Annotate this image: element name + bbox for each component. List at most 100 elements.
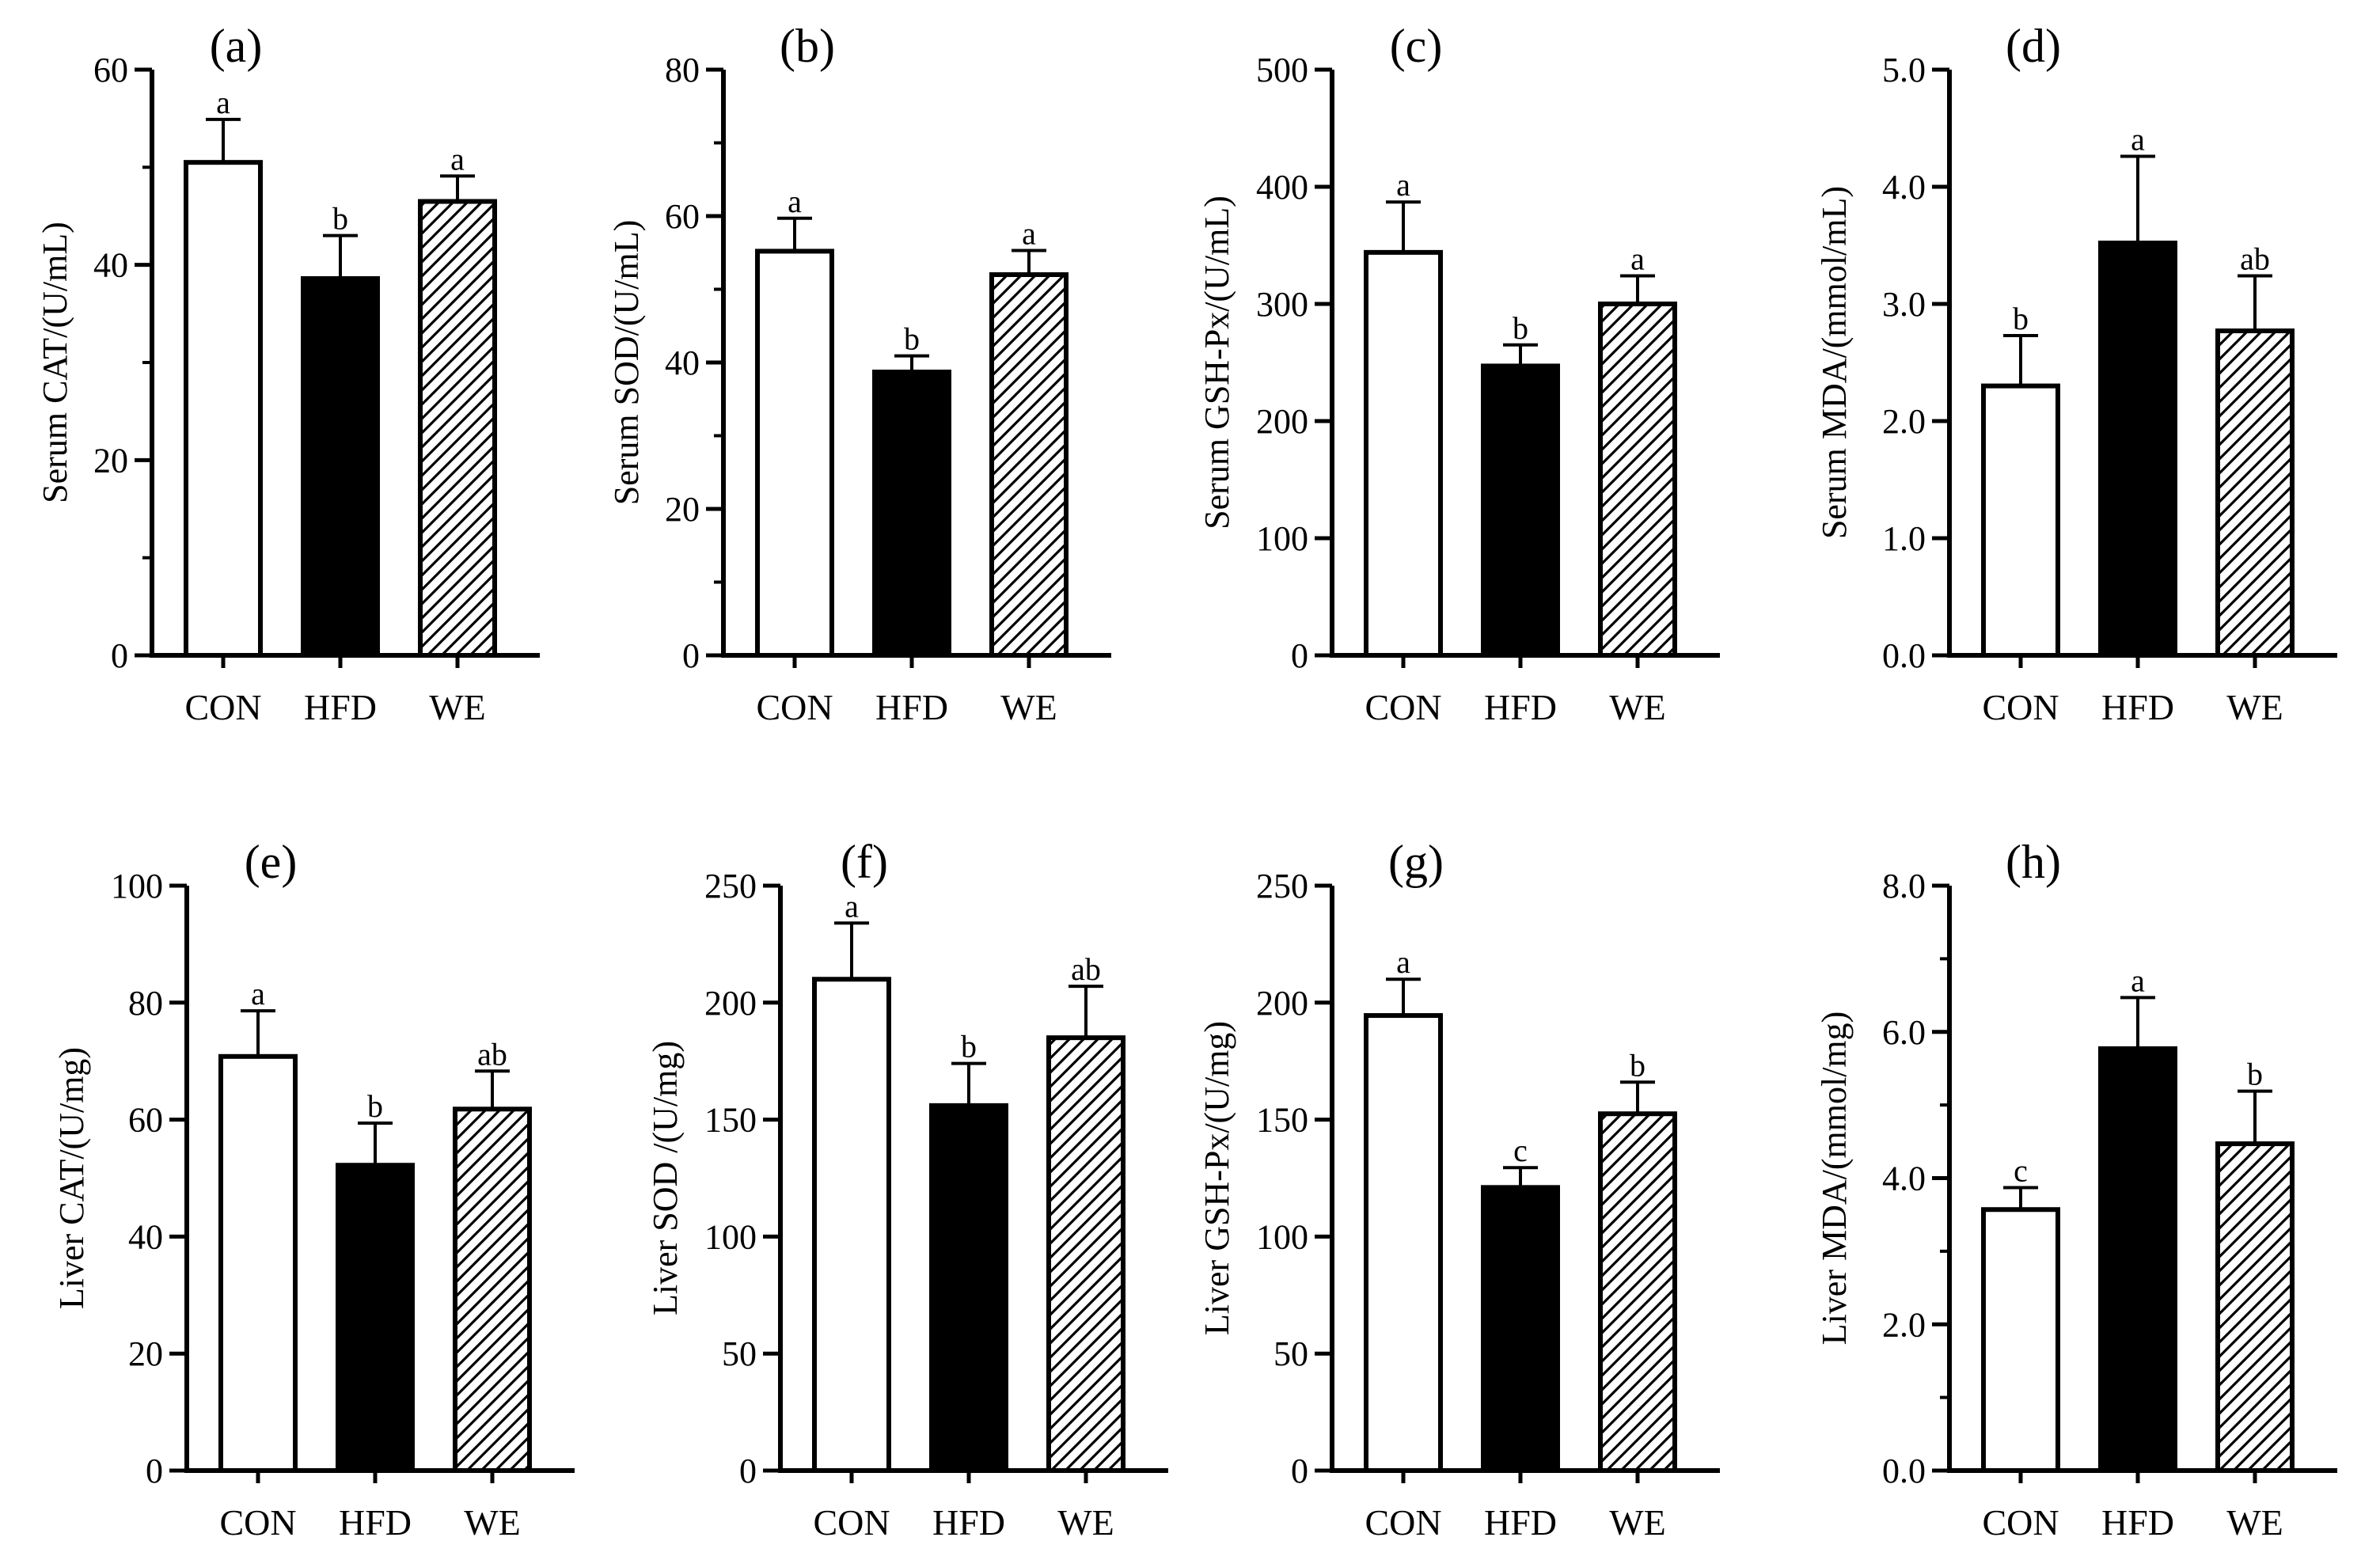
y-tick-label: 4.0: [1882, 1160, 1926, 1198]
chart-panel-2: a CON b HFD a WE 0 20 40 60 80 Serum SOD/(U/mL) (b): [607, 20, 1111, 727]
chart-panel-5: a CON b HFD ab WE 0 20 40 60 80 100 Liver CAT/(U/mg)…: [52, 836, 575, 1543]
x-tick-label: HFD: [304, 687, 377, 727]
significance-letter: a: [788, 184, 802, 219]
y-tick-label: 100: [1256, 519, 1308, 558]
x-tick-label: CON: [1982, 687, 2059, 727]
y-tick-label: 150: [704, 1101, 757, 1140]
chart-panel-7: a CON c HFD b WE 0 50 100 150 200 250 Liver GSH-Px/(…: [1198, 836, 1720, 1543]
bar-we: [2215, 328, 2295, 658]
x-tick-label: WE: [429, 687, 486, 727]
panel-label: (b): [780, 20, 835, 72]
y-axis-label: Serum SOD/(U/mL): [607, 220, 646, 506]
y-tick-label: 20: [665, 490, 700, 529]
y-tick-label: 150: [1256, 1101, 1308, 1140]
significance-letter: b: [904, 321, 920, 357]
y-tick-label: 50: [722, 1334, 757, 1373]
bar-hfd: [872, 370, 951, 658]
y-tick-label: 40: [665, 344, 700, 382]
bar-hfd: [2098, 241, 2177, 659]
significance-letter: a: [1630, 241, 1645, 276]
significance-letter: a: [216, 85, 230, 120]
y-tick-label: 0: [1291, 1452, 1308, 1490]
y-axis-label: Liver CAT/(U/mg): [52, 1047, 91, 1309]
bar-hfd: [301, 275, 380, 658]
bar-we: [453, 1106, 532, 1473]
panel-label: (f): [841, 836, 888, 888]
bar-hfd: [336, 1163, 415, 1473]
x-tick-label: WE: [1057, 1502, 1114, 1543]
y-tick-label: 0.0: [1882, 636, 1926, 675]
x-tick-label: HFD: [339, 1502, 412, 1543]
y-tick-label: 250: [1256, 867, 1308, 905]
x-tick-label: WE: [2226, 687, 2283, 727]
x-tick-label: HFD: [1484, 1502, 1557, 1543]
y-tick-label: 100: [111, 867, 163, 905]
bar-con: [1364, 249, 1443, 658]
y-tick-label: 50: [1274, 1334, 1308, 1373]
y-tick-label: 300: [1256, 285, 1308, 324]
y-tick-label: 60: [665, 197, 700, 236]
bar-con: [1981, 1207, 2060, 1473]
significance-letter: a: [2131, 122, 2145, 158]
bar-we: [1598, 1111, 1677, 1473]
y-tick-label: 6.0: [1882, 1013, 1926, 1052]
significance-letter: ab: [1071, 951, 1101, 987]
significance-letter: a: [845, 888, 859, 924]
x-tick-label: CON: [184, 687, 261, 727]
significance-letter: b: [2247, 1057, 2263, 1092]
bar-con: [1364, 1013, 1443, 1473]
panel-label: (g): [1388, 836, 1444, 888]
x-tick-label: HFD: [2101, 687, 2174, 727]
y-axis-label: Liver GSH-Px/(U/mg): [1198, 1021, 1236, 1335]
bar-we: [1046, 1035, 1125, 1473]
y-tick-label: 8.0: [1882, 867, 1926, 905]
chart-panel-1: a CON b HFD a WE 0 20 40 60 Serum CAT/(U/mL) (a): [36, 20, 540, 727]
x-tick-label: CON: [813, 1502, 890, 1543]
significance-letter: ab: [477, 1036, 507, 1072]
significance-letter: b: [1630, 1047, 1646, 1083]
y-tick-label: 80: [128, 984, 163, 1023]
y-tick-label: 40: [128, 1217, 163, 1256]
panel-label: (d): [2006, 20, 2061, 72]
significance-letter: a: [450, 141, 465, 176]
y-axis-label: Serum MDA/(mmol/mL): [1815, 186, 1854, 539]
significance-letter: a: [2131, 962, 2145, 998]
panel-label: (e): [245, 836, 298, 888]
significance-letter: a: [1022, 215, 1036, 251]
y-tick-label: 20: [93, 441, 128, 480]
bar-con: [755, 249, 834, 658]
x-tick-label: CON: [219, 1502, 296, 1543]
chart-panel-8: c CON a HFD b WE 0.0 2.0 4.0 6.0 8.0 Liver MDA/(mmo…: [1815, 836, 2337, 1543]
chart-panel-4: b CON a HFD ab WE 0.0 1.0 2.0 3.0 4.0 5.0 Serum MDA/…: [1815, 20, 2337, 727]
y-tick-label: 1.0: [1882, 519, 1926, 558]
y-tick-label: 0: [682, 636, 700, 675]
bar-con: [1981, 383, 2060, 658]
x-tick-label: CON: [756, 687, 833, 727]
x-tick-label: WE: [1609, 1502, 1666, 1543]
y-tick-label: 500: [1256, 51, 1308, 89]
bar-hfd: [2098, 1046, 2177, 1473]
panel-label: (h): [2006, 836, 2061, 888]
chart-panel-6: a CON b HFD ab WE 0 50 100 150 200 250 Liver SOD /(U…: [646, 836, 1168, 1543]
y-tick-label: 80: [665, 51, 700, 89]
y-axis-label: Liver SOD /(U/mg): [646, 1041, 685, 1315]
y-tick-label: 0: [146, 1452, 163, 1490]
panel-label: (a): [210, 20, 263, 72]
x-tick-label: WE: [464, 1502, 521, 1543]
y-tick-label: 2.0: [1882, 402, 1926, 441]
y-axis-label: Serum CAT/(U/mL): [36, 222, 74, 503]
y-axis-label: Liver MDA/(mmol/mg): [1815, 1012, 1854, 1346]
significance-letter: a: [1396, 167, 1410, 203]
y-tick-label: 60: [93, 51, 128, 89]
y-tick-label: 0: [111, 636, 128, 675]
significance-letter: a: [1396, 944, 1410, 980]
significance-letter: c: [1513, 1133, 1528, 1168]
y-tick-label: 200: [1256, 402, 1308, 441]
bar-we: [2215, 1141, 2295, 1473]
significance-letter: b: [2013, 301, 2029, 336]
y-tick-label: 200: [1256, 984, 1308, 1023]
panel-label: (c): [1390, 20, 1443, 72]
y-tick-label: 20: [128, 1334, 163, 1373]
y-tick-label: 100: [704, 1217, 757, 1256]
